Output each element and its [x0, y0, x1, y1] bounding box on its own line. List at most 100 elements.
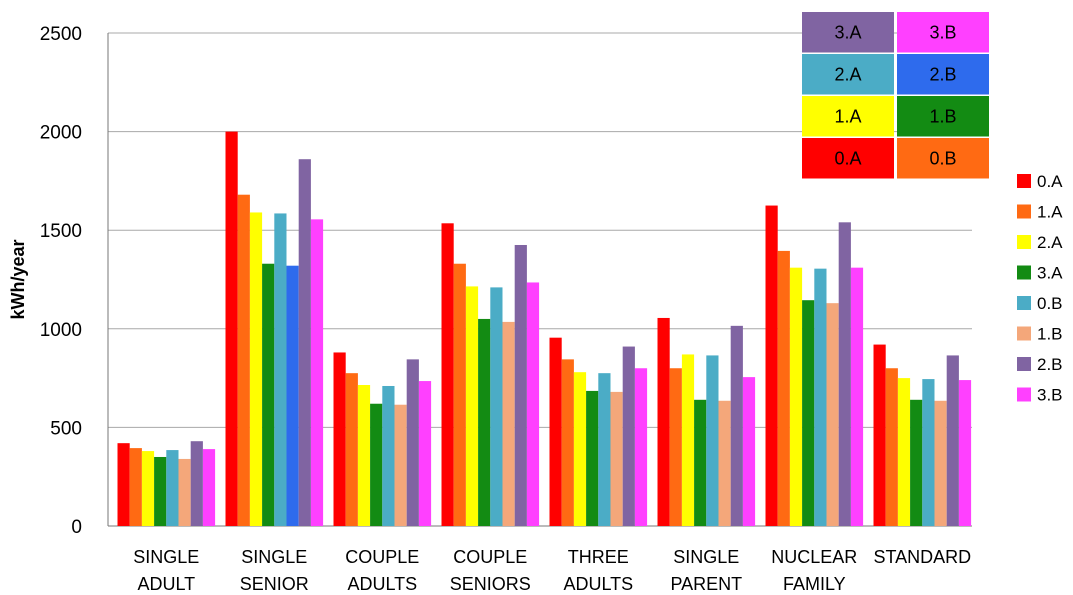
- x-category-label: COUPLE: [453, 547, 527, 567]
- bar: [298, 159, 311, 526]
- key-cell-label: 0.A: [834, 148, 861, 168]
- bar: [681, 354, 695, 526]
- key-cell-label: 3.A: [834, 22, 861, 42]
- bar: [910, 399, 923, 526]
- bar: [382, 385, 395, 526]
- bar: [669, 368, 682, 526]
- legend-label: 3.B: [1037, 386, 1063, 405]
- key-cell-label: 1.A: [834, 106, 861, 126]
- bar: [922, 379, 935, 526]
- y-axis-label: kWh/year: [8, 239, 28, 319]
- bar: [333, 352, 346, 526]
- key-cell: [897, 54, 989, 95]
- bar: [586, 390, 599, 526]
- bar: [694, 399, 707, 526]
- bars: [117, 131, 972, 527]
- bar: [742, 377, 756, 526]
- x-category-label: SINGLE: [673, 547, 739, 567]
- bar: [777, 250, 790, 526]
- bar: [274, 213, 287, 527]
- x-axis-categories: SINGLE ADULT SINGLE SENIOR COUPLE ADULTS COUPL…: [133, 547, 971, 594]
- legend-swatch: [1017, 357, 1031, 371]
- x-category-label: SINGLE: [241, 547, 307, 567]
- legend-label: 2.A: [1037, 233, 1063, 252]
- bar: [465, 286, 479, 526]
- bar: [885, 368, 898, 526]
- legend-label: 0.B: [1037, 294, 1063, 313]
- bar: [154, 456, 167, 526]
- key-cell-label: 2.A: [834, 64, 861, 84]
- bar: [178, 458, 191, 526]
- bar: [765, 205, 778, 527]
- key-cell-label: 2.B: [929, 64, 956, 84]
- bar: [826, 303, 839, 526]
- key-cell: [897, 12, 989, 53]
- key-cell: [802, 138, 894, 179]
- legend-label: 1.B: [1037, 325, 1063, 344]
- key-cell-label: 0.B: [929, 148, 956, 168]
- bar: [610, 391, 623, 526]
- bar: [657, 317, 670, 526]
- y-tick-label: 1000: [40, 320, 82, 341]
- bar: [141, 451, 155, 526]
- bar: [129, 448, 142, 526]
- bar: [394, 404, 407, 526]
- y-tick-label: 2000: [40, 123, 82, 144]
- bar: [418, 381, 432, 526]
- bar: [598, 373, 611, 526]
- bar: [573, 372, 587, 526]
- bar: [730, 325, 743, 526]
- legend-swatch: [1017, 326, 1031, 341]
- bar: [406, 359, 419, 526]
- bar: [478, 318, 491, 526]
- legend-swatch: [1017, 265, 1031, 280]
- bar: [561, 359, 574, 526]
- bar: [370, 403, 383, 526]
- bar: [117, 443, 130, 526]
- legend-label: 0.A: [1037, 172, 1063, 191]
- bar: [249, 212, 263, 526]
- bar: [202, 449, 216, 526]
- bar: [958, 380, 972, 526]
- bar: [310, 219, 324, 526]
- bar: [838, 222, 851, 526]
- y-tick-label: 500: [50, 418, 82, 439]
- bar: [634, 368, 648, 526]
- bar: [622, 346, 635, 526]
- bar: [549, 337, 562, 526]
- bar: [190, 441, 203, 526]
- key-cell: [897, 138, 989, 179]
- legend-label: 3.A: [1037, 264, 1063, 283]
- bar: [934, 400, 947, 526]
- bar: [286, 265, 299, 526]
- legend-swatch: [1017, 235, 1031, 249]
- bar: [453, 263, 466, 526]
- x-category-label: NUCLEAR: [771, 547, 857, 567]
- x-category-label: ADULTS: [563, 574, 633, 594]
- key-cell-label: 3.B: [929, 22, 956, 42]
- bar: [237, 194, 250, 527]
- bar: [225, 131, 238, 526]
- key-cell: [897, 96, 989, 137]
- legend-swatch: [1017, 296, 1031, 310]
- bar: [502, 321, 515, 526]
- bar: [490, 287, 503, 526]
- bar: [345, 373, 358, 526]
- x-category-label: FAMILY: [783, 574, 846, 594]
- x-category-label: SINGLE: [133, 547, 199, 567]
- y-axis-ticks: 0 500 1000 1500 2000 2500: [40, 24, 82, 538]
- bar: [357, 385, 371, 526]
- x-category-label: COUPLE: [345, 547, 419, 567]
- x-category-label: PARENT: [670, 574, 742, 594]
- key-cell: [802, 96, 894, 137]
- bar: [802, 300, 815, 526]
- y-tick-label: 2500: [40, 24, 82, 45]
- key-cell-label: 1.B: [929, 106, 956, 126]
- legend-swatch: [1017, 204, 1031, 219]
- legend-swatch: [1017, 387, 1031, 402]
- legend-label: 1.A: [1037, 203, 1063, 222]
- key-cell: [802, 12, 894, 53]
- bar: [897, 378, 911, 526]
- x-category-label: THREE: [568, 547, 629, 567]
- bar: [946, 355, 959, 526]
